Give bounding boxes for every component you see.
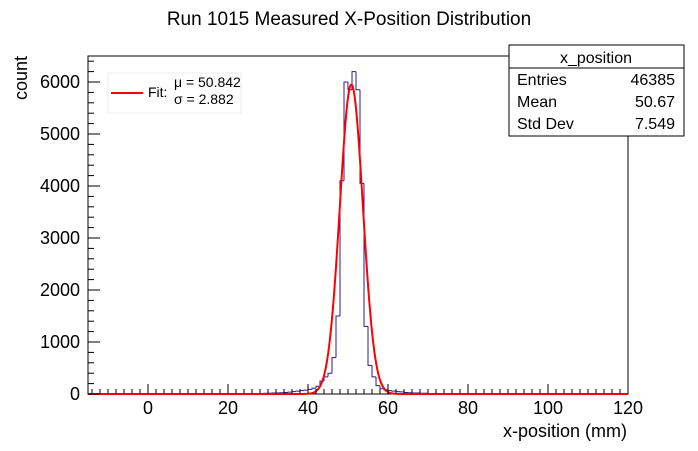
histogram-bin bbox=[379, 385, 384, 390]
x-tick-label: 60 bbox=[378, 398, 398, 418]
y-tick-label: 1000 bbox=[40, 332, 80, 352]
fit-legend-label: Fit: bbox=[148, 84, 167, 100]
histogram-bin bbox=[335, 315, 340, 358]
histogram-bin bbox=[331, 357, 336, 374]
histogram-bin bbox=[395, 391, 400, 393]
x-axis-label: x-position (mm) bbox=[503, 421, 627, 441]
stats-box: x_position Entries 46385 Mean 50.67 Std … bbox=[508, 44, 685, 137]
histogram-bin bbox=[403, 391, 408, 393]
chart-title: Run 1015 Measured X-Position Distributio… bbox=[167, 9, 531, 30]
histogram-bin bbox=[355, 71, 360, 91]
fit-legend: Fit: μ = 50.842 σ = 2.882 bbox=[107, 72, 242, 114]
histogram-bin bbox=[315, 385, 320, 389]
stats-stddev-value: 7.549 bbox=[635, 116, 675, 133]
y-tick-label: 2000 bbox=[40, 280, 80, 300]
y-tick-label: 4000 bbox=[40, 176, 80, 196]
stats-mean-label: Mean bbox=[517, 94, 557, 111]
x-tick-label: 80 bbox=[458, 398, 478, 418]
histogram-bin bbox=[311, 387, 316, 390]
y-tick-label: 6000 bbox=[40, 72, 80, 92]
x-tick-label: 120 bbox=[613, 398, 643, 418]
histogram-bin bbox=[295, 390, 300, 392]
plot-frame bbox=[87, 55, 629, 395]
x-tick-label: 40 bbox=[298, 398, 318, 418]
stats-box-frame bbox=[508, 44, 685, 137]
y-axis: 0 1000 2000 3000 4000 5000 6000 bbox=[40, 60, 100, 404]
stats-box-title: x_position bbox=[560, 50, 632, 67]
histogram-bin bbox=[347, 82, 352, 91]
x-axis: 0 20 40 60 80 100 120 bbox=[91, 384, 643, 418]
histogram-bin bbox=[291, 391, 296, 393]
y-tick-label: 0 bbox=[70, 384, 80, 404]
histogram-bin bbox=[303, 389, 308, 391]
fit-legend-sigma: σ = 2.882 bbox=[174, 91, 234, 107]
x-tick-label: 20 bbox=[218, 398, 238, 418]
stats-entries-label: Entries bbox=[517, 72, 567, 89]
stats-stddev-label: Std Dev bbox=[517, 116, 574, 133]
fit-layer bbox=[88, 83, 628, 395]
x-tick-label: 100 bbox=[533, 398, 563, 418]
histogram-bin bbox=[299, 390, 304, 392]
histogram-bin bbox=[391, 390, 396, 392]
histogram-bin bbox=[339, 180, 344, 316]
histogram-bin bbox=[359, 89, 364, 184]
histogram-bin bbox=[375, 376, 380, 387]
y-axis-label: count bbox=[11, 56, 31, 100]
y-tick-label: 5000 bbox=[40, 124, 80, 144]
histogram-bin bbox=[327, 372, 332, 377]
fit-legend-mu: μ = 50.842 bbox=[174, 74, 241, 90]
stats-mean-value: 50.67 bbox=[635, 94, 675, 111]
y-tick-label: 3000 bbox=[40, 228, 80, 248]
histogram-bin bbox=[371, 365, 376, 378]
x-tick-label: 0 bbox=[143, 398, 153, 418]
gaussian-fit-curve bbox=[88, 83, 628, 395]
histogram-bin bbox=[367, 326, 372, 366]
stats-entries-value: 46385 bbox=[631, 72, 676, 89]
